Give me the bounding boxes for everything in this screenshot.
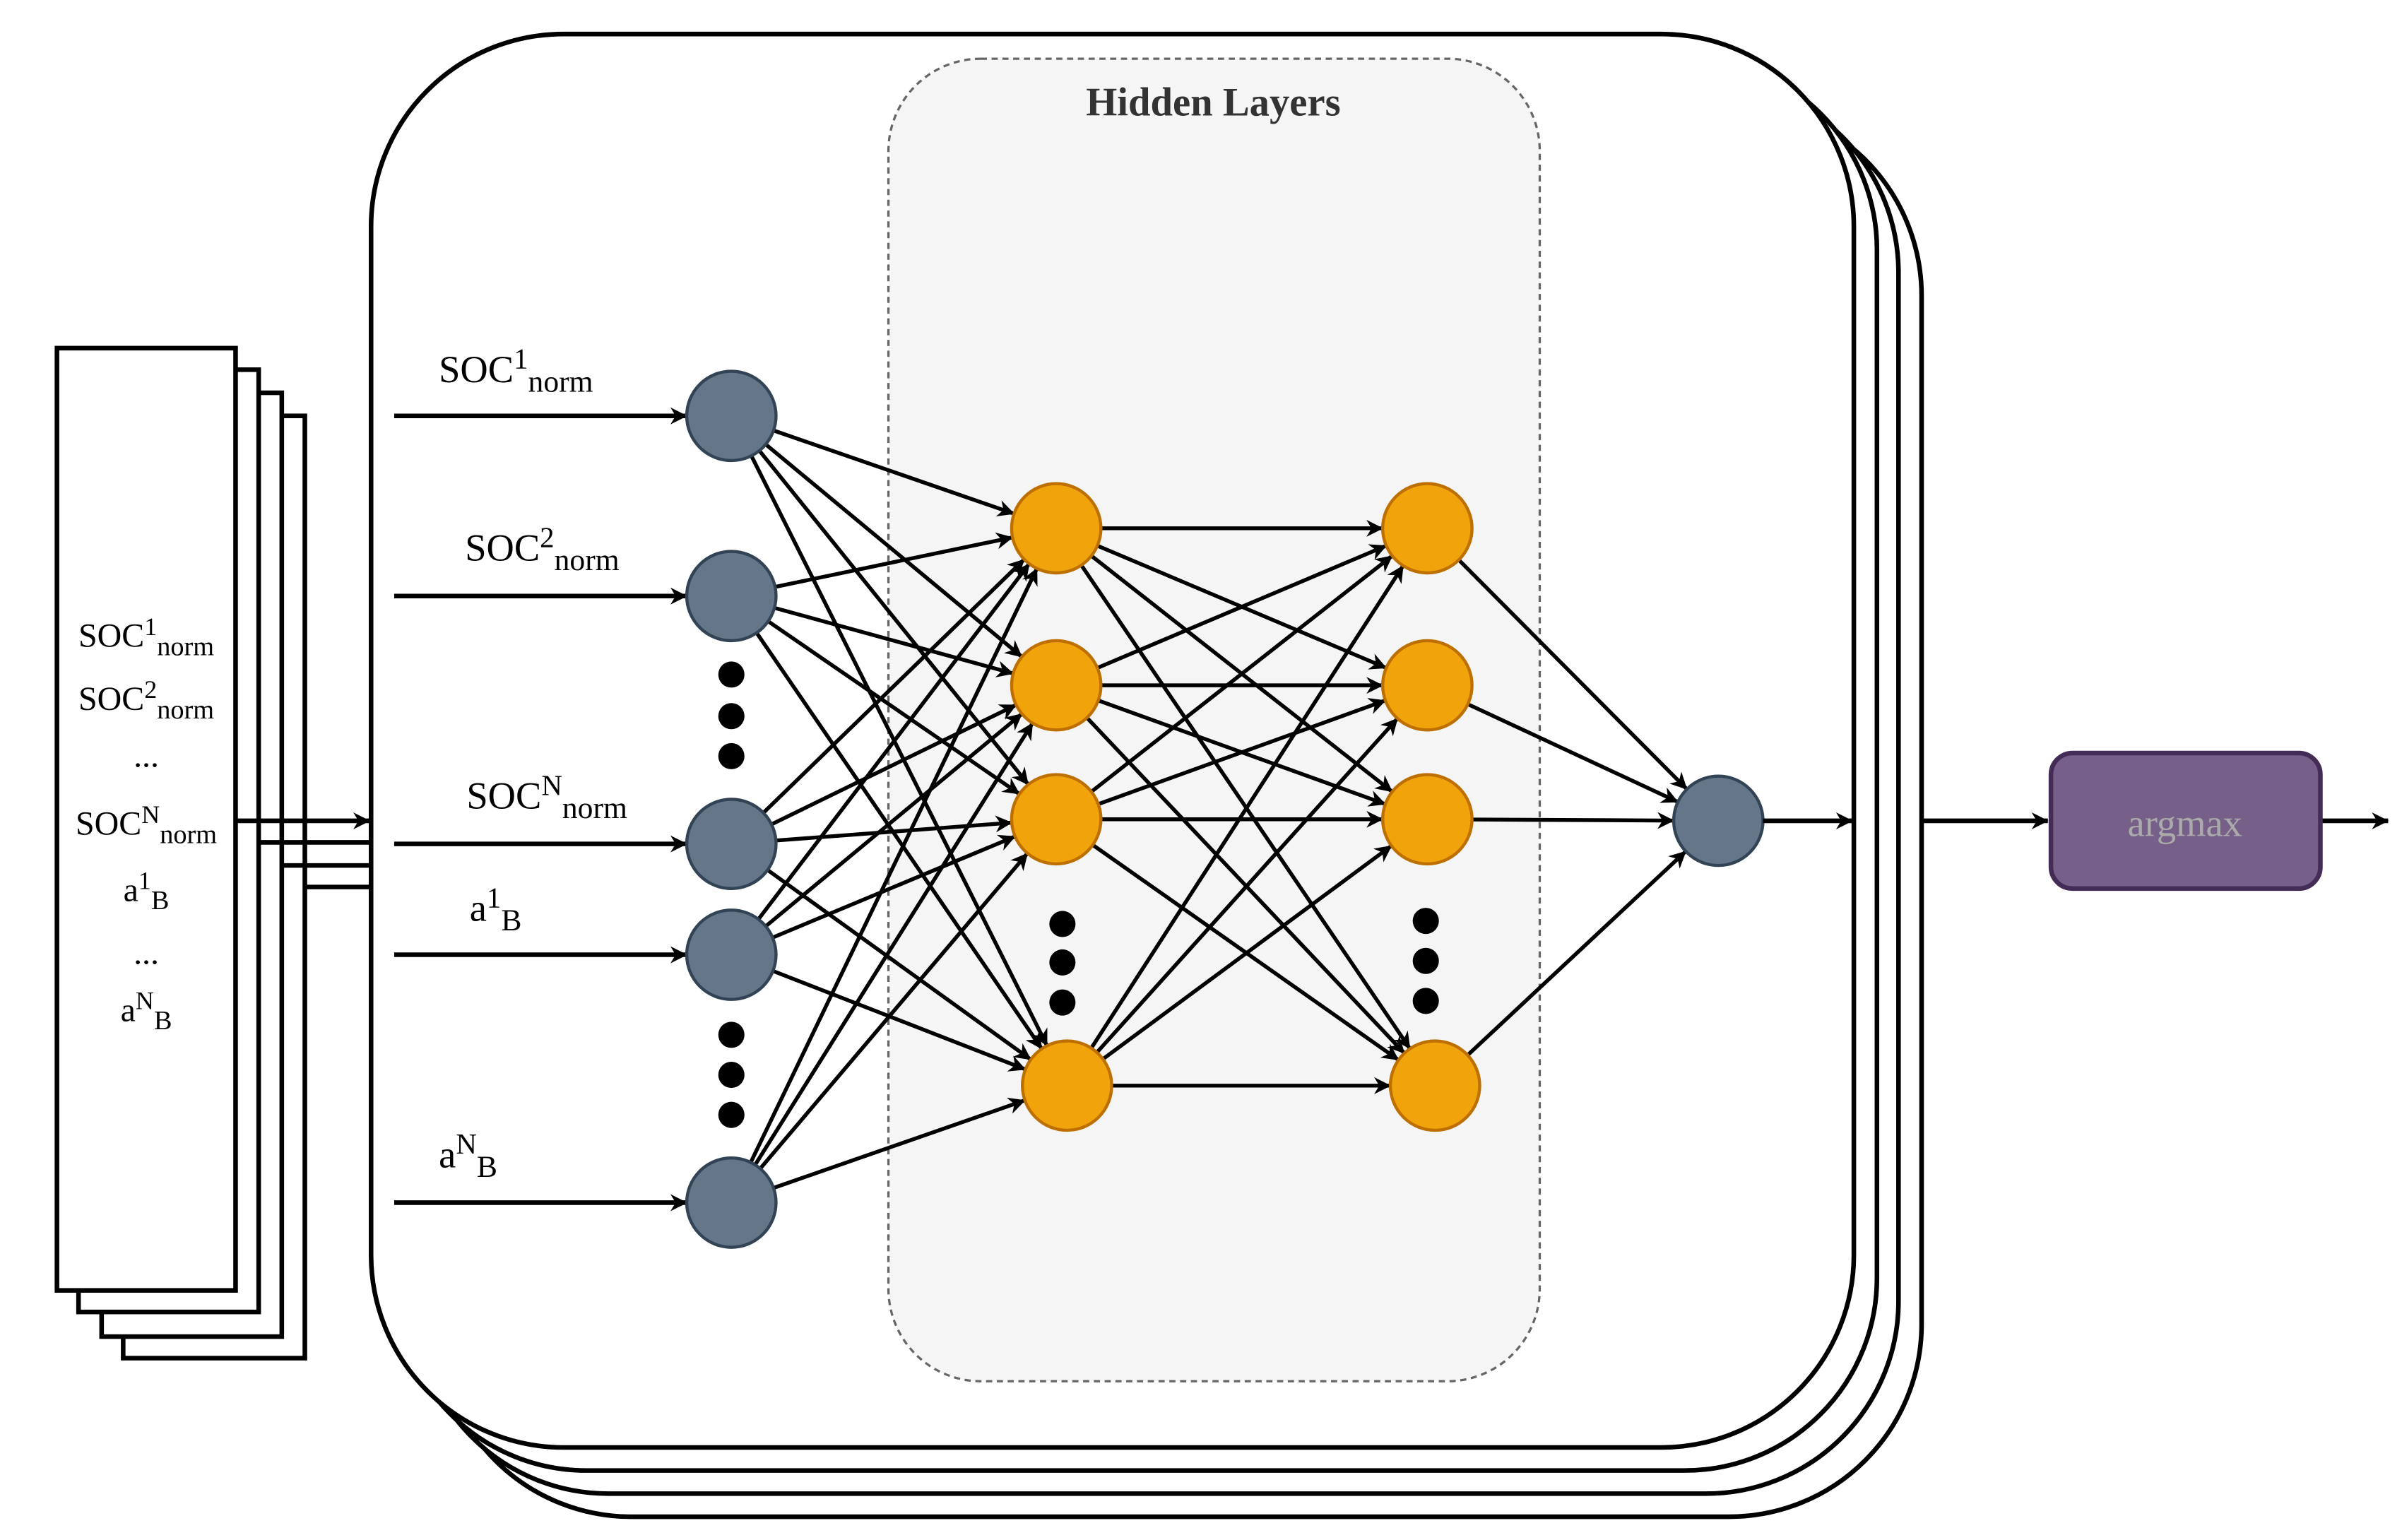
ellipsis-dot [718,1101,745,1128]
input-stack: SOC1norm SOC2norm... SOCNnorm a1B... aNB [54,345,307,1361]
stack-to-network-arrows [235,812,371,889]
input-label: a1B [470,882,522,938]
connection-edge [757,562,1031,920]
stack-line: ... [134,935,159,972]
connection-edge [1096,543,1388,670]
ellipsis-dot [718,1062,745,1089]
connection-edge [764,712,1024,928]
ellipsis-dot [1049,989,1076,1016]
connection-edge [767,620,1021,796]
connection-edge [750,455,1049,1047]
input-label: aNB [439,1128,497,1184]
connection-edge [773,1097,1026,1190]
input-node [685,798,778,890]
input-node [685,1156,778,1249]
ellipsis-dot [1412,947,1439,974]
input-node [685,908,778,1001]
input-label: SOC1norm [439,343,593,399]
hidden-layers-title: Hidden Layers [1086,81,1340,125]
connection-edge [774,605,1014,677]
connection-edge [1466,850,1687,1057]
ellipsis-dot [1412,908,1439,935]
stack-line: SOC2norm [78,675,214,725]
connection-edge [762,557,1026,815]
connection-edge [1097,698,1386,806]
input-label: SOC2norm [465,522,619,578]
connection-edge [1090,554,1394,793]
hidden-layer-1-node [1020,1039,1113,1132]
connection-edge [773,428,1015,517]
connection-edge [1472,812,1675,829]
input-node [685,369,778,463]
hidden-layer-2-node [1380,639,1474,732]
input-node [685,550,778,643]
input-label: SOCNnorm [466,769,627,825]
hidden-layer-1-node [1010,639,1103,732]
connection-edge [770,703,1017,827]
hidden-layer-2-node [1380,773,1474,866]
ellipsis-dot [1049,949,1076,976]
hidden-layer-2-node [1388,1039,1481,1132]
nodes [685,369,1765,1249]
connections [749,428,1688,1190]
connection-edge [766,868,1032,1062]
input-labels: SOC1norm SOC2norm SOCNnorm a1B aNB [394,343,688,1212]
connection-edge [1457,558,1688,791]
connection-edge [759,852,1029,1170]
ellipsis-dot [718,661,745,688]
connection-edge [774,532,1014,589]
connection-edge [755,632,1043,1050]
connection-edge [1095,717,1400,1054]
stack-line: SOC1norm [78,612,214,662]
connection-edge [771,834,1016,940]
input-stack-text: SOC1norm SOC2norm... SOCNnorm a1B... aNB [76,612,217,1036]
hidden-layer-1-node [1010,773,1103,866]
stack-line: ... [134,738,159,775]
connection-edge [753,722,1034,1166]
hidden-layer-2-node [1380,482,1474,575]
connection-edge [749,567,1039,1163]
connection-edge [1089,564,1405,1050]
hidden-layer-1-node [1010,482,1103,575]
ellipsis-dot [1412,988,1439,1014]
connection-edge [764,442,1024,658]
ellipsis-dot [1049,911,1076,937]
stack-line: aNB [121,986,172,1036]
ellipsis-dot [718,742,745,769]
argmax-label: argmax [2128,802,2242,845]
stack-line: a1B [124,866,170,916]
connection-edge [772,969,1027,1072]
connection-edge [757,449,1030,786]
argmax-box: argmax [2048,750,2323,892]
connection-edge [776,815,1013,843]
connection-edge [1101,844,1393,1061]
output-node [1672,774,1765,867]
ellipsis-dot [718,1021,745,1048]
stack-line: SOCNnorm [76,800,217,850]
connection-edge [1467,702,1679,804]
ellipsis-dot [718,703,745,730]
